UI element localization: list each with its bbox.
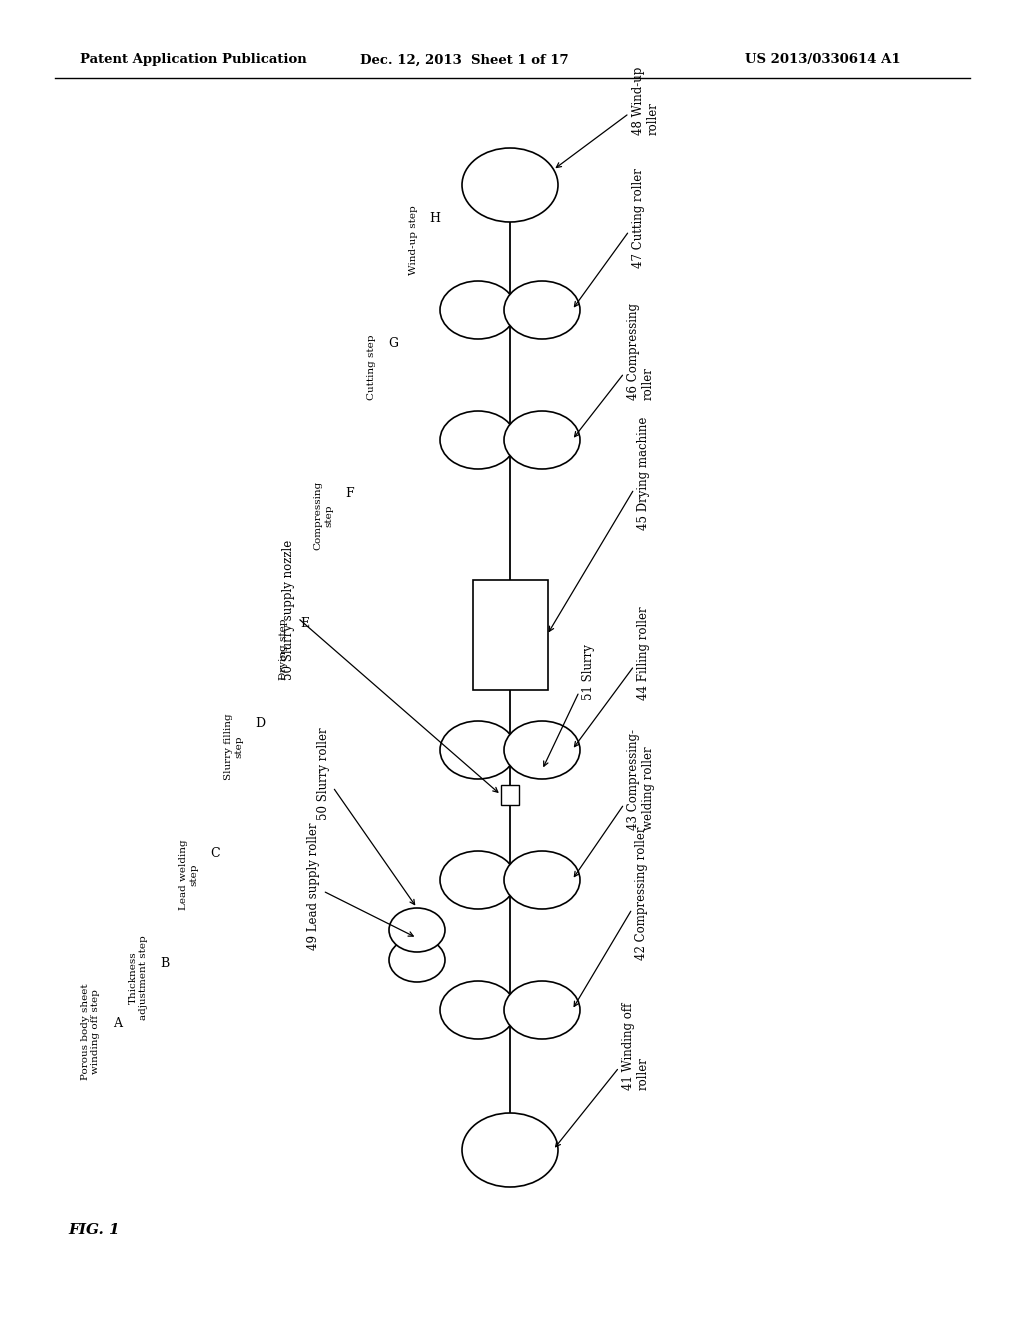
Ellipse shape <box>440 851 516 909</box>
Text: Thickness
adjustment step: Thickness adjustment step <box>129 936 148 1020</box>
Text: 50 Slurry supply nozzle: 50 Slurry supply nozzle <box>282 540 498 792</box>
Text: Drying step: Drying step <box>279 619 288 680</box>
Text: Porous body sheet
winding off step: Porous body sheet winding off step <box>81 983 100 1080</box>
Text: E: E <box>300 616 309 630</box>
Text: Slurry filling
step: Slurry filling step <box>223 713 243 780</box>
Ellipse shape <box>440 981 516 1039</box>
Text: Lead welding
step: Lead welding step <box>178 840 198 909</box>
Text: 49 Lead supply roller: 49 Lead supply roller <box>307 822 414 950</box>
Text: 48 Wind-up
roller: 48 Wind-up roller <box>556 66 660 168</box>
Ellipse shape <box>504 411 580 469</box>
Text: Wind-up step: Wind-up step <box>409 205 418 275</box>
Ellipse shape <box>462 148 558 222</box>
Text: 41 Winding off
roller: 41 Winding off roller <box>556 1003 650 1147</box>
Text: FIG. 1: FIG. 1 <box>68 1224 120 1237</box>
Text: 50 Slurry roller: 50 Slurry roller <box>317 727 415 904</box>
Text: A: A <box>114 1016 123 1030</box>
Text: H: H <box>429 213 440 224</box>
Bar <box>473 579 548 690</box>
Text: Dec. 12, 2013  Sheet 1 of 17: Dec. 12, 2013 Sheet 1 of 17 <box>360 54 568 66</box>
Text: B: B <box>161 957 170 970</box>
Ellipse shape <box>440 281 516 339</box>
Text: Cutting step: Cutting step <box>367 334 376 400</box>
Ellipse shape <box>504 281 580 339</box>
Text: F: F <box>346 487 354 500</box>
Text: G: G <box>388 337 398 350</box>
Ellipse shape <box>504 981 580 1039</box>
Bar <box>501 785 519 805</box>
Text: 45 Drying machine: 45 Drying machine <box>549 417 650 631</box>
Ellipse shape <box>504 721 580 779</box>
Text: 47 Cutting roller: 47 Cutting roller <box>574 168 645 306</box>
Ellipse shape <box>504 851 580 909</box>
Ellipse shape <box>440 411 516 469</box>
Text: Patent Application Publication: Patent Application Publication <box>80 54 307 66</box>
Text: 43 Compressing-
welding roller: 43 Compressing- welding roller <box>574 729 655 876</box>
Text: US 2013/0330614 A1: US 2013/0330614 A1 <box>745 54 901 66</box>
Ellipse shape <box>389 939 445 982</box>
Text: D: D <box>255 717 265 730</box>
Text: 44 Filling roller: 44 Filling roller <box>574 606 650 747</box>
Text: 51 Slurry: 51 Slurry <box>544 644 595 766</box>
Text: C: C <box>210 847 220 861</box>
Ellipse shape <box>440 721 516 779</box>
Text: 46 Compressing
roller: 46 Compressing roller <box>574 304 655 437</box>
Text: Compressing
step: Compressing step <box>313 480 333 550</box>
Ellipse shape <box>389 908 445 952</box>
Text: 42 Compressing roller: 42 Compressing roller <box>574 826 648 1006</box>
Ellipse shape <box>462 1113 558 1187</box>
